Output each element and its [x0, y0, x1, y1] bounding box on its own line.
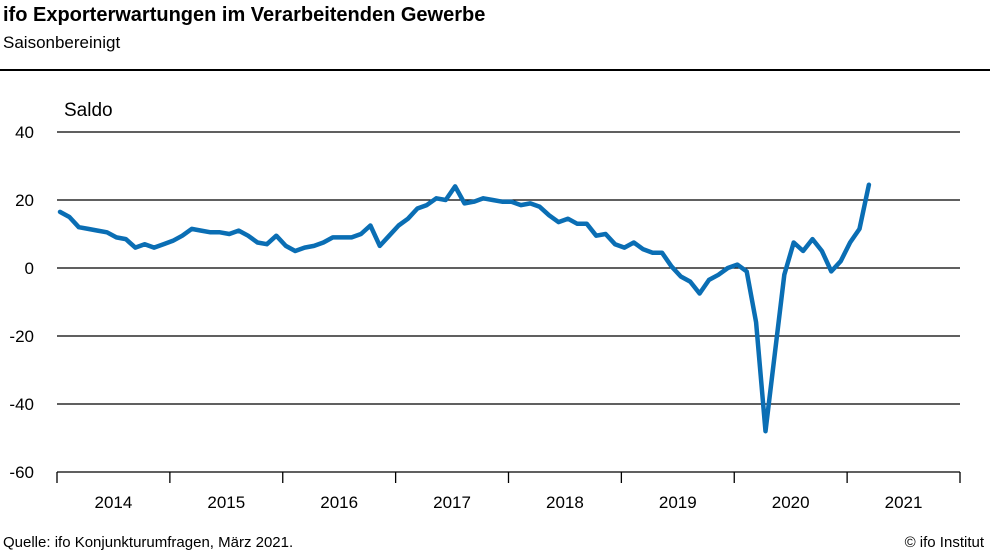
y-tick-label: 20: [15, 191, 34, 210]
copyright: © ifo Institut: [904, 534, 984, 551]
x-tick-label: 2017: [433, 493, 471, 512]
y-tick-label: -40: [9, 395, 34, 414]
x-tick-label: 2015: [207, 493, 245, 512]
x-tick-label: 2016: [320, 493, 358, 512]
header-divider: [0, 69, 990, 71]
x-tick-label: 2014: [95, 493, 133, 512]
y-axis-label: Saldo: [64, 100, 113, 121]
y-tick-label: -60: [9, 463, 34, 482]
x-tick-label: 2019: [659, 493, 697, 512]
x-tick-label: 2020: [772, 493, 810, 512]
x-tick-label: 2018: [546, 493, 584, 512]
source-note: Quelle: ifo Konjunkturumfragen, März 202…: [3, 534, 294, 551]
y-tick-label: 40: [15, 123, 34, 142]
series-line: [57, 182, 872, 434]
y-tick-label: 0: [25, 259, 34, 278]
chart-subtitle: Saisonbereinigt: [3, 33, 121, 52]
chart-title: ifo Exporterwartungen im Verarbeitenden …: [3, 4, 486, 26]
x-tick-label: 2021: [885, 493, 923, 512]
y-tick-label: -20: [9, 327, 34, 346]
